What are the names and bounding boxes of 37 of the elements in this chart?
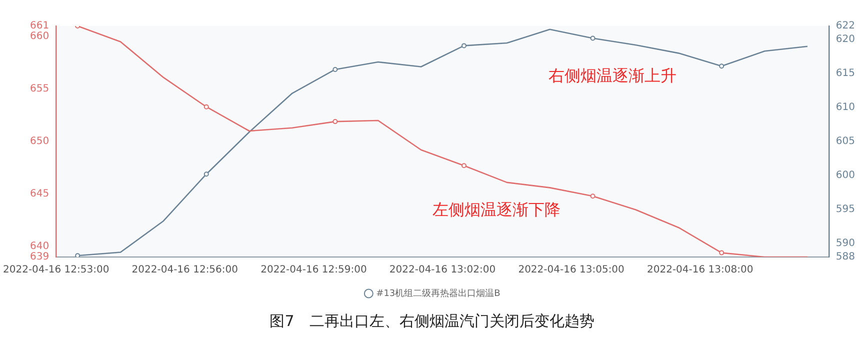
point [590,194,596,199]
point [332,66,338,72]
legend-label: #13机组二级再热器出口烟温B [376,288,500,299]
y2-tick-label: 620 [836,34,856,46]
y2-tick-label: 590 [836,238,856,250]
x-tick-label: 2022-04-16 13:05:00 [518,264,624,276]
y-tick-label: 661 [30,20,50,32]
point [461,43,466,48]
y-tick-label: 645 [30,188,50,200]
y2-tick-label: 610 [836,102,856,114]
x-tick-label: 2022-04-16 13:02:00 [389,264,496,276]
y2-tick-label: 600 [836,170,856,182]
point [332,119,338,124]
y2-tick-label: 588 [836,252,856,263]
y-tick-label: 640 [30,241,50,252]
point [204,172,209,177]
annotation: 右侧烟温逐渐上升 [548,66,677,85]
point [75,253,80,257]
point [719,250,724,256]
y-tick-label: 660 [30,31,50,42]
annotation: 左侧烟温逐渐下降 [432,200,561,219]
x-tick-label: 2022-04-16 12:59:00 [260,264,367,276]
text: 图7 二再出口左、右侧烟温汽门关闭后变化趋势 [268,312,596,331]
x-tick-label: 2022-04-16 12:56:00 [132,264,238,276]
y2-tick-label: 615 [836,68,856,80]
point [719,64,724,69]
x-tick-label: 2022-04-16 12:53:00 [2,264,110,276]
point [204,104,209,110]
point [461,163,466,168]
point [590,36,596,41]
x-tick-label: 2022-04-16 13:08:00 [647,264,754,276]
y2-tick-label: 595 [836,204,856,216]
y2-tick-label: 622 [836,20,856,32]
y-tick-label: 650 [30,136,50,148]
y-tick-label: 639 [30,252,50,263]
y-tick-label: 655 [30,84,50,95]
y2-tick-label: 605 [836,136,856,148]
